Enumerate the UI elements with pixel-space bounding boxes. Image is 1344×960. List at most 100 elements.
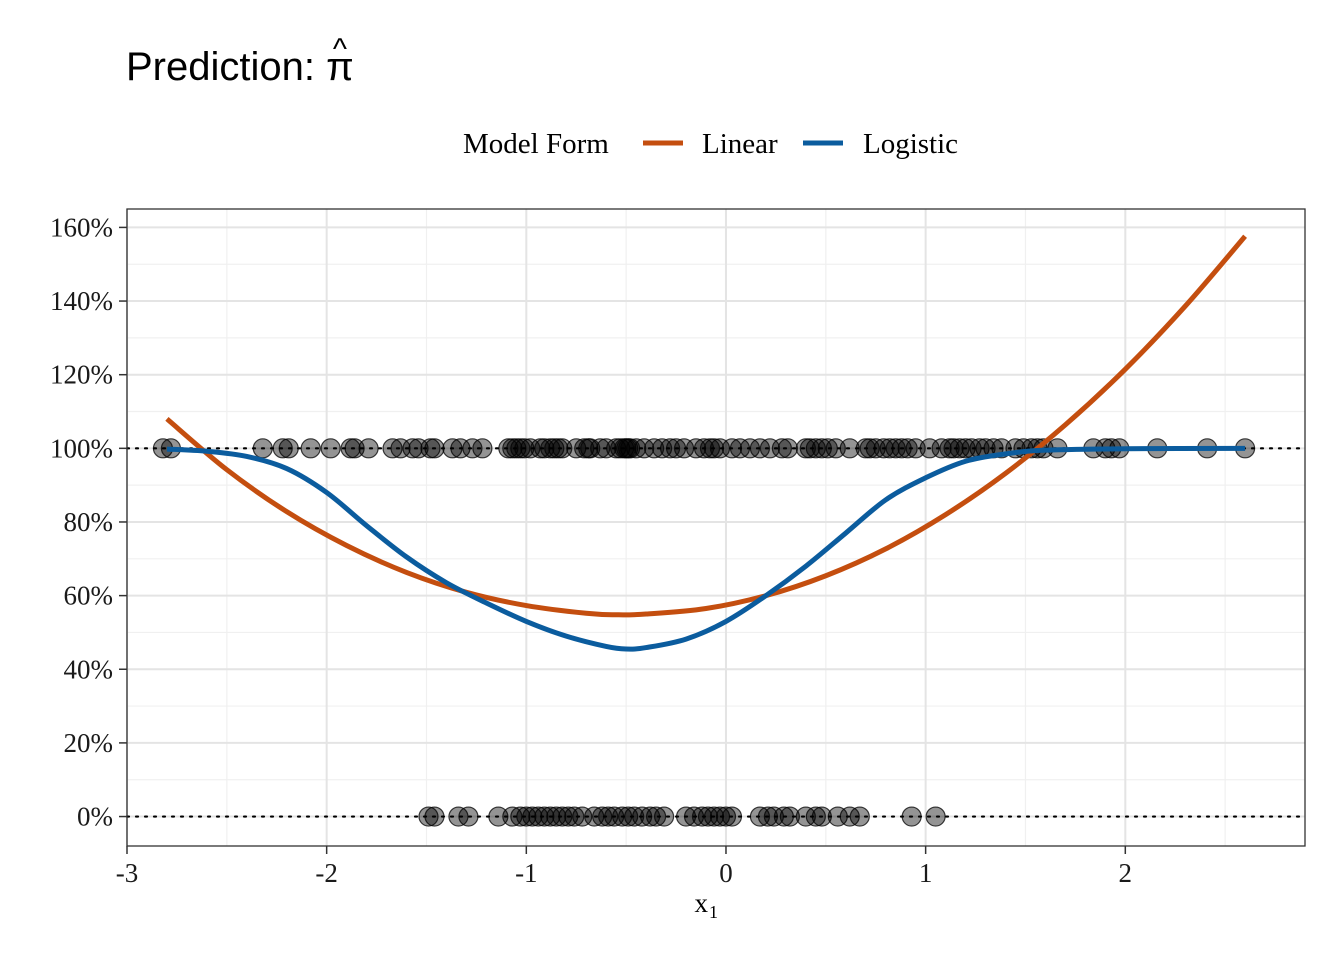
- observation-point: [673, 438, 695, 459]
- series-line-linear: [165, 234, 1247, 618]
- observation-point: [618, 806, 639, 827]
- observation-point: [943, 438, 964, 459]
- observation-point: [683, 806, 705, 827]
- observation-point: [272, 438, 293, 459]
- observation-point: [278, 438, 299, 459]
- observation-point: [773, 806, 794, 827]
- observation-point: [640, 806, 661, 827]
- observation-point: [709, 806, 731, 827]
- observation-point: [811, 438, 832, 459]
- observation-point: [522, 806, 543, 827]
- observation-point: [488, 806, 509, 827]
- observation-point: [552, 438, 573, 459]
- observation-point: [566, 438, 587, 459]
- observation-point: [949, 438, 970, 459]
- observation-point: [546, 806, 567, 827]
- y-tick-label: 40%: [64, 654, 114, 684]
- y-axis: 0% 20% 40% 60% 80% 100% 120% 140% 160%: [50, 212, 127, 832]
- observation-point: [757, 806, 779, 827]
- observation-point: [931, 438, 952, 459]
- y-tick-label: 0%: [77, 802, 113, 832]
- observation-point: [865, 438, 886, 459]
- panel-border: [126, 208, 1306, 847]
- observation-point: [839, 438, 860, 459]
- observation-point: [558, 806, 579, 827]
- observation-point: [759, 438, 781, 459]
- observation-point: [564, 806, 585, 827]
- observation-point: [540, 806, 561, 827]
- observation-point: [805, 806, 826, 827]
- observation-point: [390, 438, 411, 459]
- observation-point: [721, 438, 743, 459]
- x-tick-label: -1: [515, 858, 538, 888]
- observation-point: [897, 438, 918, 459]
- model-lines: [165, 234, 1247, 652]
- observation-point: [653, 806, 675, 827]
- observation-point: [703, 438, 725, 459]
- x-axis-title: x: [695, 888, 709, 918]
- x-tick-label: -3: [116, 858, 139, 888]
- x-tick-label: 1: [919, 858, 933, 888]
- observation-point: [626, 438, 647, 459]
- observation-point: [590, 438, 611, 459]
- chart-title-accent: ^: [333, 33, 347, 66]
- x-tick-label: 0: [719, 858, 733, 888]
- observation-point: [771, 438, 792, 459]
- observation-point: [552, 806, 573, 827]
- observation-point: [358, 438, 379, 459]
- chart-title-symbol: π: [326, 45, 354, 89]
- y-tick-label: 120%: [50, 360, 113, 390]
- observation-point: [632, 806, 653, 827]
- observation-point: [528, 806, 549, 827]
- observation-point: [675, 806, 697, 827]
- observation-point: [905, 438, 926, 459]
- observation-point: [450, 438, 471, 459]
- minor-gridlines: [127, 209, 1305, 846]
- observation-point: [472, 438, 493, 459]
- y-tick-label: 100%: [50, 433, 113, 463]
- legend-title: Model Form: [463, 128, 609, 160]
- x-tick-label: 2: [1119, 858, 1133, 888]
- observation-point: [685, 438, 707, 459]
- observation-point: [691, 806, 713, 827]
- y-tick-label: 80%: [64, 507, 114, 537]
- observation-point: [424, 806, 445, 827]
- observation-point: [955, 438, 976, 459]
- observation-point: [709, 438, 731, 459]
- observation-point: [620, 438, 641, 459]
- observation-point: [382, 438, 403, 459]
- observation-point: [424, 438, 445, 459]
- observation-point: [825, 438, 846, 459]
- observation-point: [624, 806, 645, 827]
- observation-point: [320, 438, 341, 459]
- observation-point: [879, 438, 900, 459]
- observation-point: [749, 806, 771, 827]
- observation-point: [300, 438, 321, 459]
- observation-point: [402, 438, 423, 459]
- observation-point: [817, 438, 838, 459]
- y-tick-label: 20%: [64, 728, 114, 758]
- series-line-logistic: [166, 445, 1246, 652]
- legend-label-logistic: Logistic: [863, 128, 958, 160]
- observation-point: [873, 438, 894, 459]
- observation-point: [408, 438, 429, 459]
- observation-point: [715, 806, 737, 827]
- chart-title-text: Prediction:: [126, 45, 326, 89]
- major-gridlines: [126, 209, 1305, 846]
- x-axis-title-text: x: [695, 888, 709, 918]
- observation-points: [152, 438, 1256, 827]
- observation-point: [502, 806, 523, 827]
- observation-point: [592, 806, 613, 827]
- y-tick-label: 140%: [50, 286, 113, 316]
- observation-point: [510, 806, 531, 827]
- observation-point: [811, 806, 832, 827]
- x-axis: -3 -2 -1 0 1 2: [116, 846, 1132, 888]
- observation-point: [859, 438, 880, 459]
- observation-point: [799, 438, 820, 459]
- observation-point: [344, 438, 365, 459]
- observation-point: [514, 438, 535, 459]
- observation-point: [697, 806, 719, 827]
- observation-point: [534, 806, 555, 827]
- legend-label-linear: Linear: [702, 128, 778, 160]
